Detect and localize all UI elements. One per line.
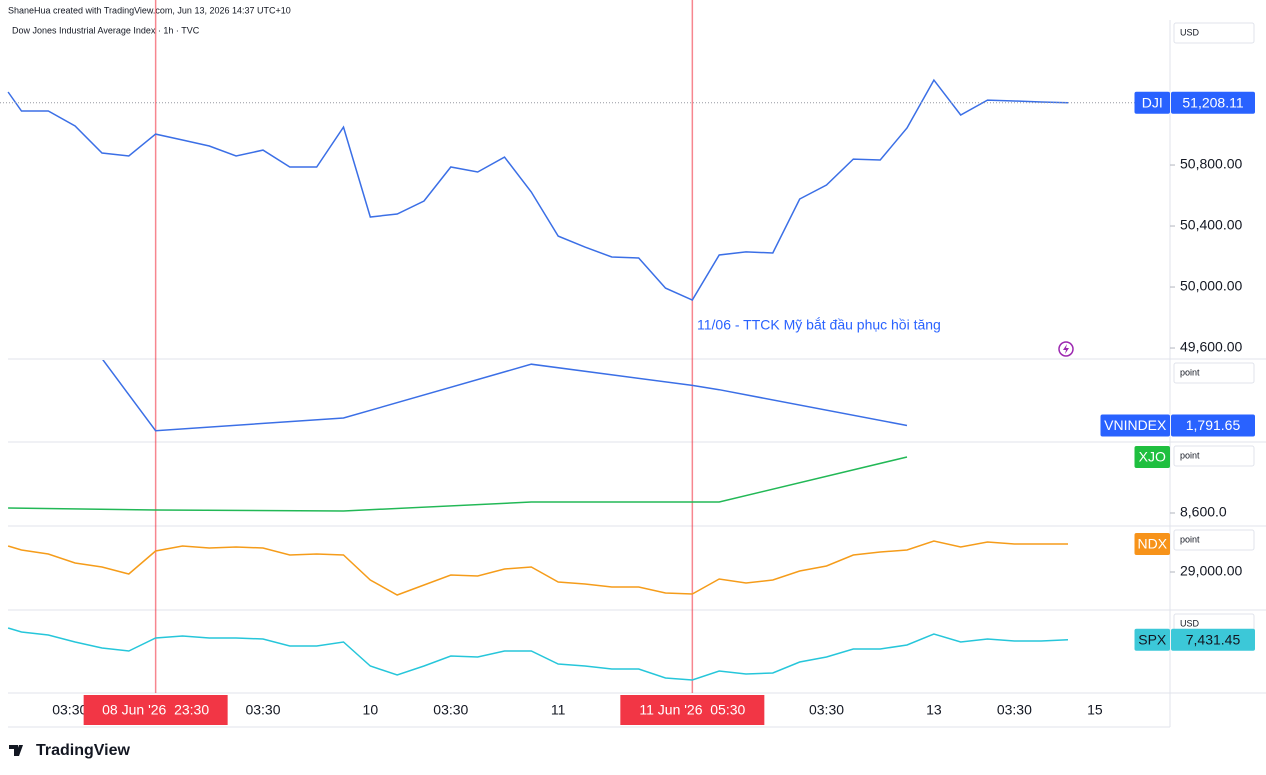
crosshair-time-label: 08 Jun '26 23:30 — [102, 702, 209, 718]
crosshair-time-bg — [83, 695, 228, 725]
x-tick-label: 03:30 — [809, 702, 844, 718]
series-label-bg — [1134, 533, 1170, 555]
price-label-bg — [1171, 628, 1255, 651]
unit-tag — [1173, 22, 1255, 44]
price-label-bg — [1171, 414, 1255, 437]
y-tick-label: 29,000.00 — [1180, 563, 1242, 579]
price-line — [7, 540, 1068, 596]
pane — [102, 360, 908, 432]
series-label-bg — [1100, 414, 1170, 437]
pane — [7, 78, 1069, 301]
unit-tag — [1173, 362, 1255, 384]
price-line — [7, 78, 1069, 301]
unit-label: USD — [1180, 618, 1200, 628]
y-tick-label: 49,600.00 — [1180, 339, 1242, 355]
unit-label: USD — [1180, 27, 1200, 37]
pane — [7, 627, 1069, 681]
alert-icon-bolt — [1063, 344, 1069, 354]
unit-label: point — [1180, 367, 1200, 377]
pane — [7, 540, 1068, 596]
crosshair-time-label: 11 Jun '26 05:30 — [639, 702, 745, 718]
series-label-bg — [1134, 446, 1170, 468]
price-label: 51,208.11 — [1182, 94, 1243, 110]
series-label: NDX — [1137, 536, 1167, 552]
series-label: XJO — [1139, 449, 1166, 465]
x-tick-label: 13 — [926, 702, 942, 718]
price-label: 1,791.65 — [1186, 417, 1241, 433]
series-label-bg — [1134, 91, 1170, 114]
unit-label: point — [1180, 534, 1200, 544]
x-tick-label: 03:30 — [997, 702, 1032, 718]
series-label: SPX — [1138, 631, 1167, 647]
x-tick-label: 03:30 — [433, 702, 468, 718]
x-tick-label: 11 — [551, 702, 566, 718]
y-tick-label: 50,400.00 — [1180, 217, 1242, 233]
tv-logo — [9, 745, 23, 756]
x-tick-label: 15 — [1087, 702, 1103, 718]
brand: TradingView — [36, 742, 131, 759]
unit-tag — [1173, 529, 1255, 551]
y-tick-label: 50,800.00 — [1180, 156, 1242, 172]
crosshair-time-bg — [620, 695, 765, 725]
price-label-bg — [1171, 91, 1255, 114]
price-label: 7,431.45 — [1186, 631, 1241, 647]
unit-tag — [1173, 445, 1255, 467]
unit-label: point — [1180, 450, 1200, 460]
series-label-bg — [1134, 628, 1170, 651]
price-line — [8, 456, 908, 512]
y-tick-label: 50,000.00 — [1180, 278, 1242, 294]
x-tick-label: 03:30 — [52, 702, 87, 718]
credit: ShaneHua created with TradingView.com, J… — [8, 5, 291, 15]
series-label: VNINDEX — [1104, 417, 1167, 433]
price-line — [102, 360, 908, 432]
series-label: DJI — [1142, 94, 1163, 110]
x-tick-label: 10 — [363, 702, 379, 718]
price-line — [7, 627, 1069, 681]
alert-icon — [1058, 341, 1074, 357]
pane — [8, 456, 908, 512]
annotation: 11/06 - TTCK Mỹ bắt đầu phục hồi tăng — [697, 317, 941, 333]
y-tick-label: 8,600.0 — [1180, 504, 1227, 520]
series-title: Dow Jones Industrial Average Index · 1h … — [12, 25, 200, 35]
x-tick-label: 03:30 — [245, 702, 280, 718]
